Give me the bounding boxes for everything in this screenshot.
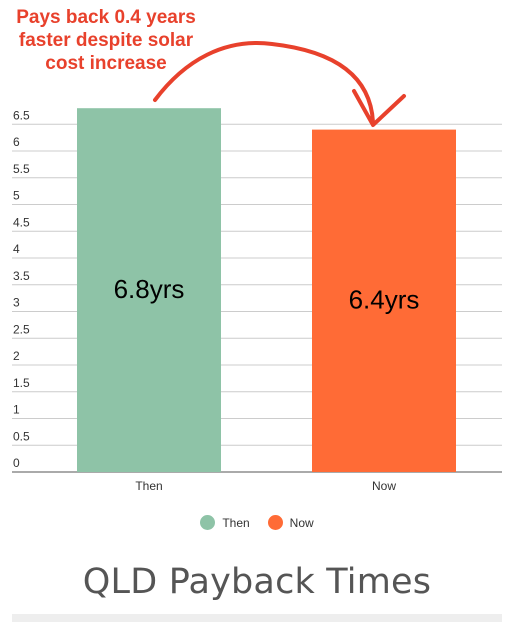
- data-label: 6.8yrs: [114, 274, 185, 304]
- y-tick-label: 0.5: [13, 429, 30, 443]
- x-tick-label: Then: [135, 479, 162, 493]
- data-label: 6.4yrs: [349, 285, 420, 315]
- data-labels: 6.8yrs 6.4yrs: [114, 274, 420, 315]
- y-tick-label: 2.5: [13, 322, 30, 336]
- annotation-line: Pays back 0.4 years: [16, 7, 196, 28]
- bottom-divider: [12, 614, 502, 622]
- legend-label-then: Then: [222, 515, 250, 530]
- chart-plot-area: 0 0.5 1 1.5 2 2.5 3 3.5 4 4.5 5 5.5 6 6.5 Then Now 6.8…: [12, 41, 502, 493]
- annotation-line: faster despite solar: [18, 30, 194, 51]
- y-tick-label: 6: [13, 135, 20, 149]
- chart-title: QLD Payback Times: [82, 562, 432, 602]
- bars: [77, 108, 456, 472]
- y-tick-label: 1.5: [13, 376, 30, 390]
- y-tick-label: 5: [13, 189, 20, 203]
- y-tick-label: 3.5: [13, 269, 30, 283]
- legend-item-now[interactable]: Now: [267, 515, 314, 530]
- y-tick-label: 0: [13, 456, 20, 470]
- legend-swatch-then: [200, 515, 216, 530]
- x-tick-label: Now: [372, 479, 396, 493]
- annotation-arrow: [153, 41, 375, 124]
- annotation-line: cost increase: [45, 53, 167, 74]
- annotation-arrowhead: [352, 89, 406, 127]
- y-tick-label: 4.5: [13, 215, 30, 229]
- y-tick-label: 2: [13, 349, 20, 363]
- bar-now: [312, 129, 456, 472]
- x-axis-labels: Then Now: [135, 479, 396, 493]
- legend-label-now: Now: [289, 515, 314, 530]
- y-tick-label: 6.5: [13, 108, 30, 122]
- y-tick-label: 3: [13, 296, 20, 310]
- legend: Then Now: [0, 515, 514, 530]
- y-axis-ticks: 0 0.5 1 1.5 2 2.5 3 3.5 4 4.5 5 5.5 6 6.5: [13, 108, 30, 470]
- y-tick-label: 4: [13, 242, 20, 256]
- bar-then: [77, 108, 221, 472]
- legend-item-then[interactable]: Then: [200, 515, 250, 530]
- legend-swatch-now: [267, 515, 283, 530]
- annotation-text: Pays back 0.4 years faster despite solar…: [0, 6, 212, 75]
- y-tick-label: 5.5: [13, 162, 30, 176]
- y-tick-label: 1: [13, 403, 20, 417]
